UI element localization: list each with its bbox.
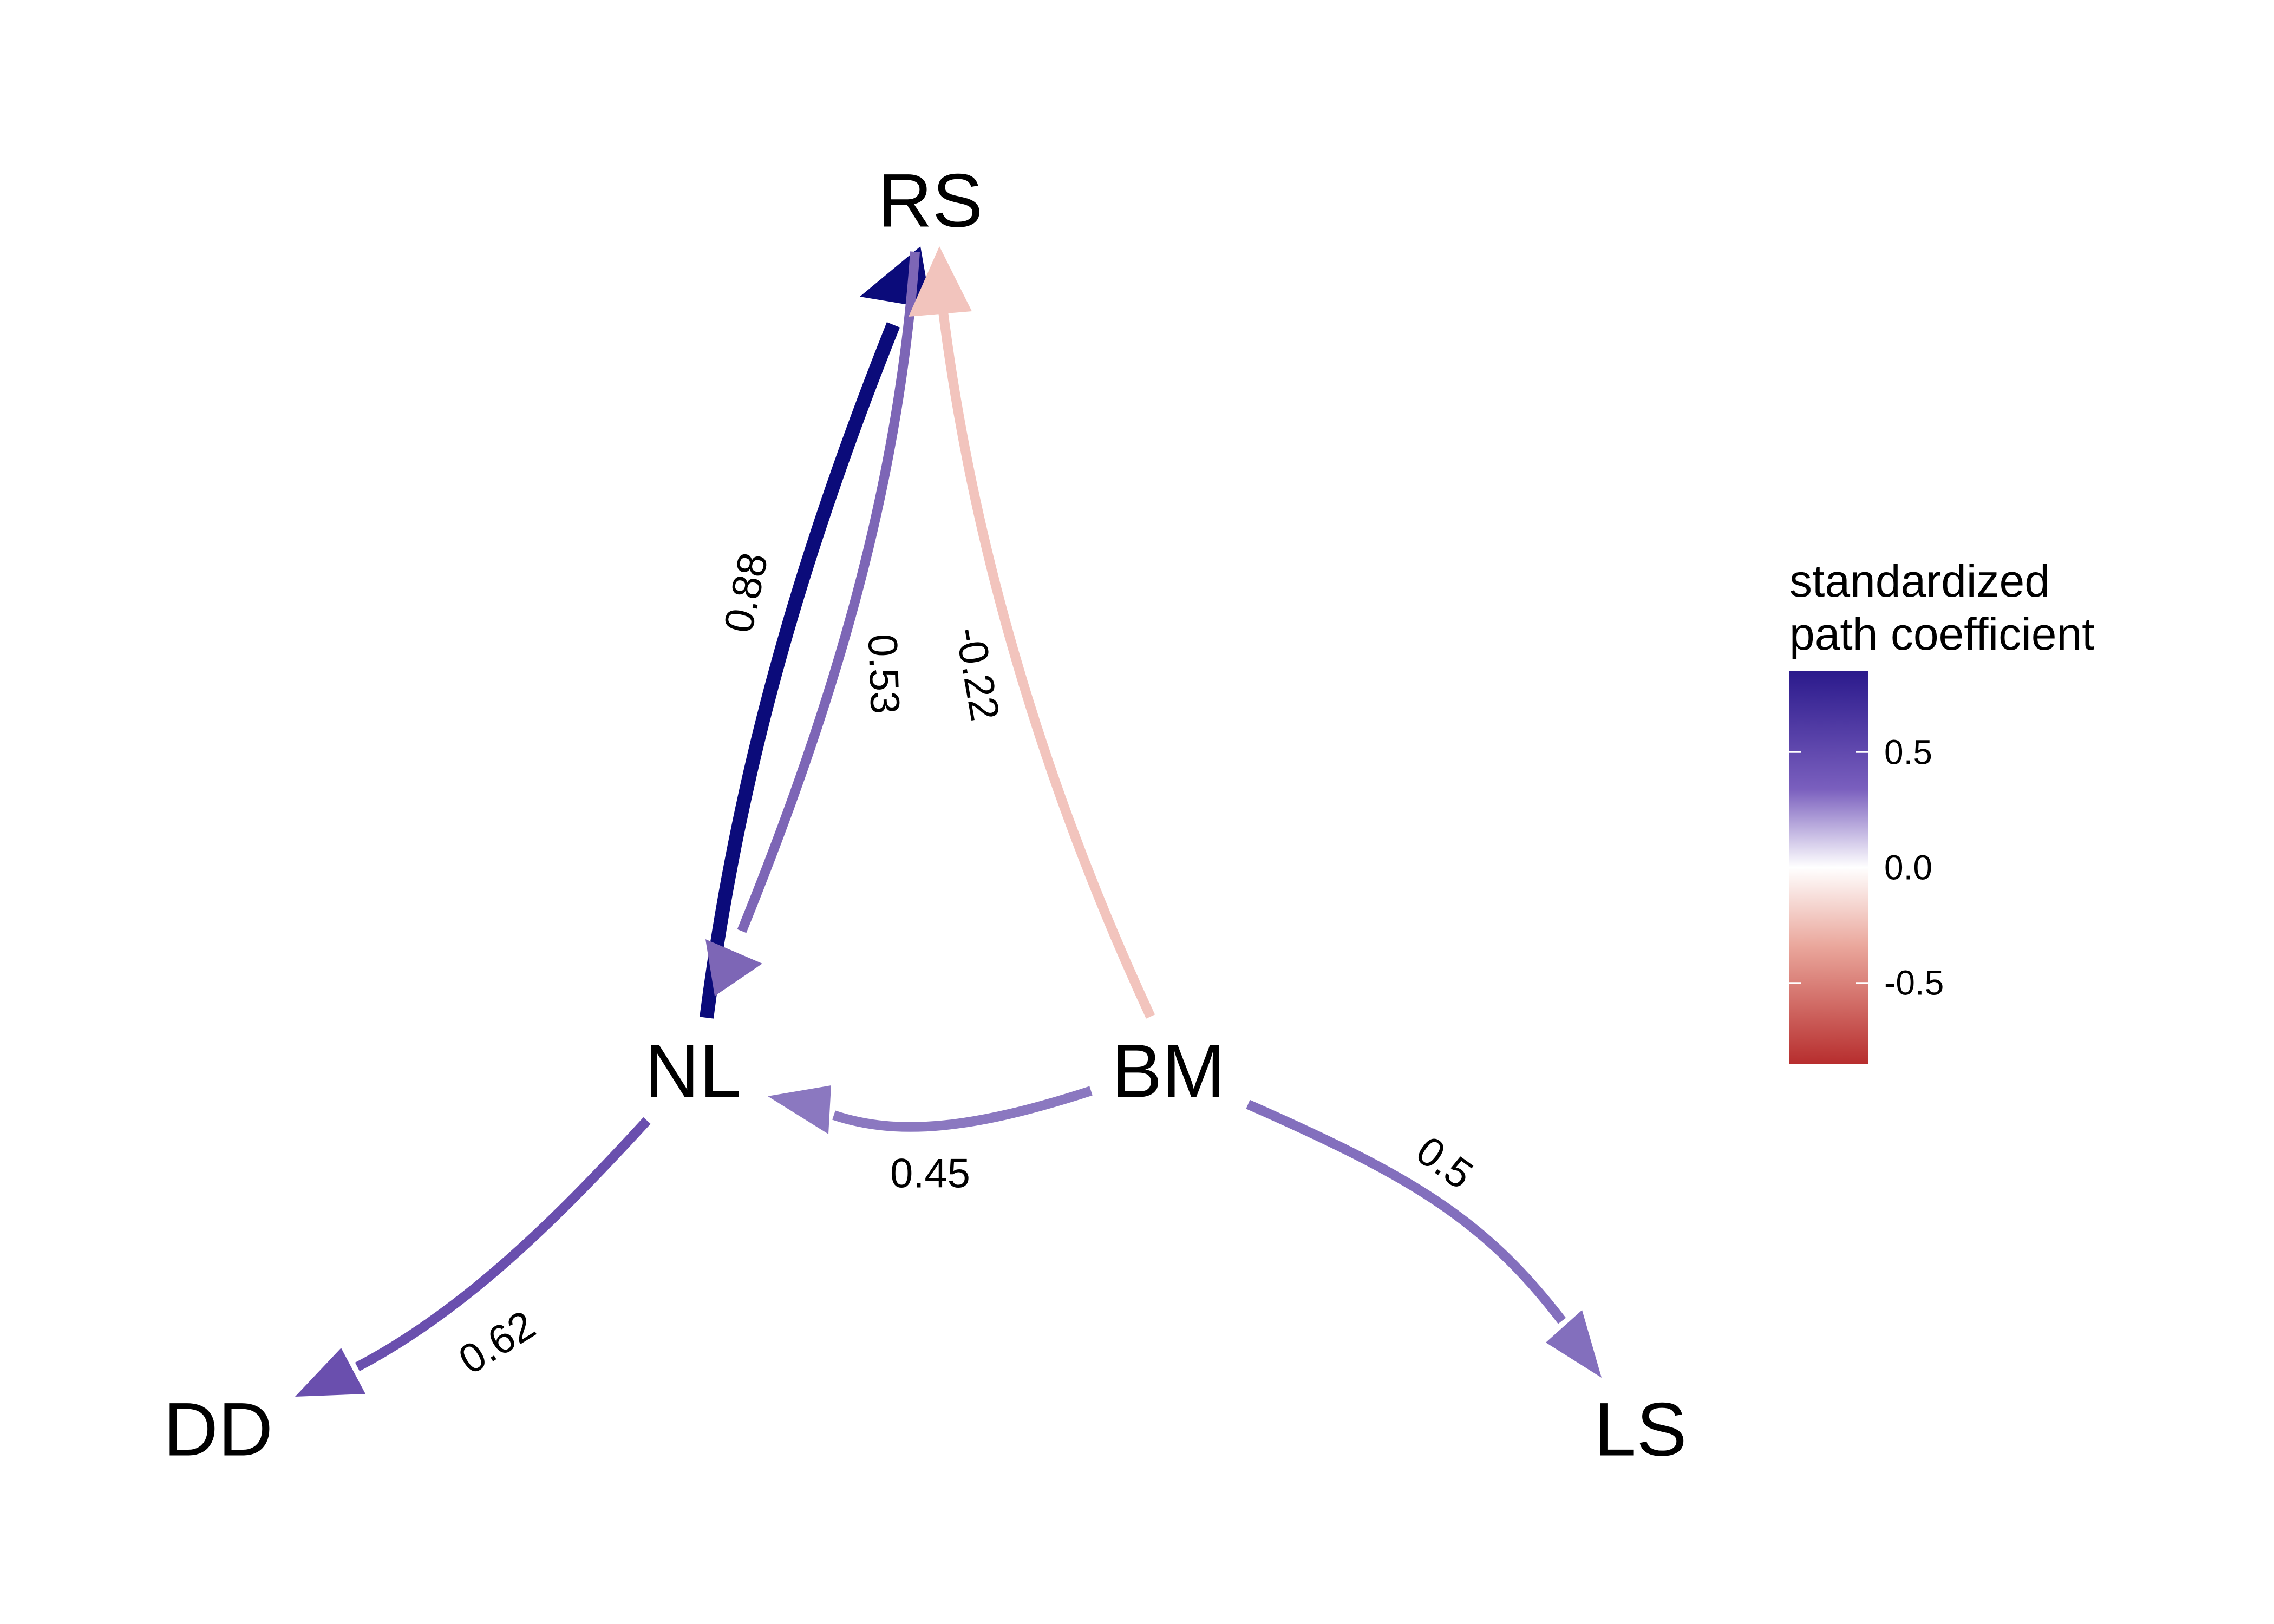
edge-line: [737, 251, 920, 933]
edge-line: [700, 322, 900, 1019]
legend-ticks: 0.5 0.0 -0.5: [1789, 732, 1944, 1003]
legend-tick-label: 0.0: [1884, 848, 1932, 887]
edge-label: 0.88: [715, 549, 777, 637]
edge-line: [355, 1117, 651, 1371]
edge-arrowhead: [295, 1348, 365, 1397]
node-dd: DD: [164, 1387, 273, 1472]
edge-arrowhead: [768, 1085, 831, 1134]
node-nl: NL: [645, 1029, 742, 1114]
edge-arrowhead: [1546, 1310, 1602, 1378]
legend-colorbar: [1789, 671, 1868, 1064]
edge-label: 0.45: [890, 1151, 970, 1197]
legend: standardized path coefficient 0.5 0.0 -0.5: [1789, 555, 2095, 1064]
edge-line: [937, 302, 1155, 1019]
legend-title-line1: standardized: [1789, 555, 2050, 606]
legend-title-line2: path coefficient: [1789, 608, 2095, 659]
edge-line: [832, 1086, 1093, 1132]
edge-line: [1246, 1099, 1566, 1324]
edge-bm-ls: 0.5: [1246, 1099, 1602, 1378]
edge-bm-nl: 0.45: [768, 1085, 1093, 1197]
edge-nl-dd: 0.62: [295, 1117, 651, 1397]
legend-tick-label: -0.5: [1884, 964, 1944, 1003]
edge-nl-rs: 0.88: [700, 246, 931, 1019]
edge-arrowhead: [705, 939, 762, 996]
legend-tick-label: 0.5: [1884, 732, 1932, 771]
edge-arrowhead: [909, 246, 972, 317]
node-ls: LS: [1594, 1387, 1687, 1472]
edge-label: -0.22: [946, 624, 1008, 724]
edge-rs-nl: 0.53: [705, 251, 920, 996]
edge-bm-rs: -0.22: [909, 246, 1155, 1019]
edge-label: 0.53: [859, 633, 908, 715]
node-bm: BM: [1112, 1029, 1225, 1114]
node-rs: RS: [878, 158, 983, 243]
edge-label: 0.62: [451, 1302, 543, 1383]
